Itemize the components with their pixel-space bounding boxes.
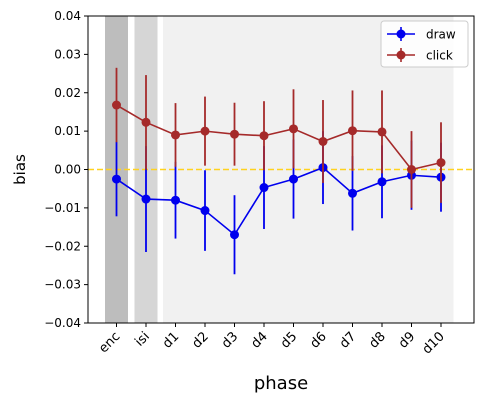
y-axis: −0.04 −0.03 −0.02 −0.01 0.00 0.01 0.02 0.03 0.04: [44, 9, 88, 330]
point-click-d8: [378, 127, 387, 136]
legend-label: click: [426, 49, 453, 63]
x-tick-label: d4: [249, 329, 271, 351]
legend: draw click: [381, 21, 468, 67]
x-tick-label: d6: [308, 329, 330, 351]
point-click-isi: [142, 118, 151, 127]
y-tick-label: 0.04: [54, 9, 81, 23]
legend-label: draw: [426, 28, 456, 42]
x-tick-label: d2: [190, 329, 212, 351]
x-tick-label: d7: [337, 329, 359, 351]
point-click-d7: [348, 126, 357, 135]
x-tick-label: d3: [219, 329, 241, 351]
x-tick-label: d8: [367, 329, 389, 351]
x-tick-label: d9: [396, 329, 418, 351]
point-click-d5: [289, 124, 298, 133]
legend-marker: [397, 51, 406, 60]
point-draw-d8: [378, 177, 387, 186]
point-draw-d3: [230, 230, 239, 239]
point-click-d10: [437, 158, 446, 167]
point-draw-d1: [171, 196, 180, 205]
point-click-d1: [171, 130, 180, 139]
x-tick-label: enc: [96, 329, 123, 356]
x-axis: enc isi d1 d2 d3 d4 d5 d6 d7 d8 d9 d10: [96, 323, 448, 357]
y-tick-label: 0.01: [54, 124, 81, 138]
x-axis-label: phase: [254, 373, 308, 394]
y-tick-label: −0.01: [44, 201, 81, 215]
point-draw-isi: [142, 195, 151, 204]
point-click-d3: [230, 130, 239, 139]
point-click-d4: [260, 131, 269, 140]
point-click-enc: [112, 101, 121, 110]
point-draw-d5: [289, 175, 298, 184]
y-tick-label: −0.03: [44, 278, 81, 292]
point-draw-d7: [348, 189, 357, 198]
y-tick-label: −0.02: [44, 239, 81, 253]
point-click-d6: [319, 137, 328, 146]
point-click-d2: [201, 127, 210, 136]
y-tick-label: 0.00: [54, 163, 81, 177]
point-draw-d2: [201, 206, 210, 215]
point-draw-d4: [260, 183, 269, 192]
x-tick-label: d5: [278, 329, 300, 351]
y-tick-label: −0.04: [44, 316, 81, 330]
y-tick-label: 0.03: [54, 47, 81, 61]
point-click-d9: [407, 165, 416, 174]
x-tick-label: d1: [160, 329, 182, 351]
y-tick-label: 0.02: [54, 86, 81, 100]
x-tick-label: d10: [420, 329, 448, 357]
point-draw-enc: [112, 175, 121, 184]
y-axis-label: bias: [11, 154, 29, 185]
legend-marker: [397, 30, 406, 39]
x-tick-label: isi: [132, 329, 153, 350]
